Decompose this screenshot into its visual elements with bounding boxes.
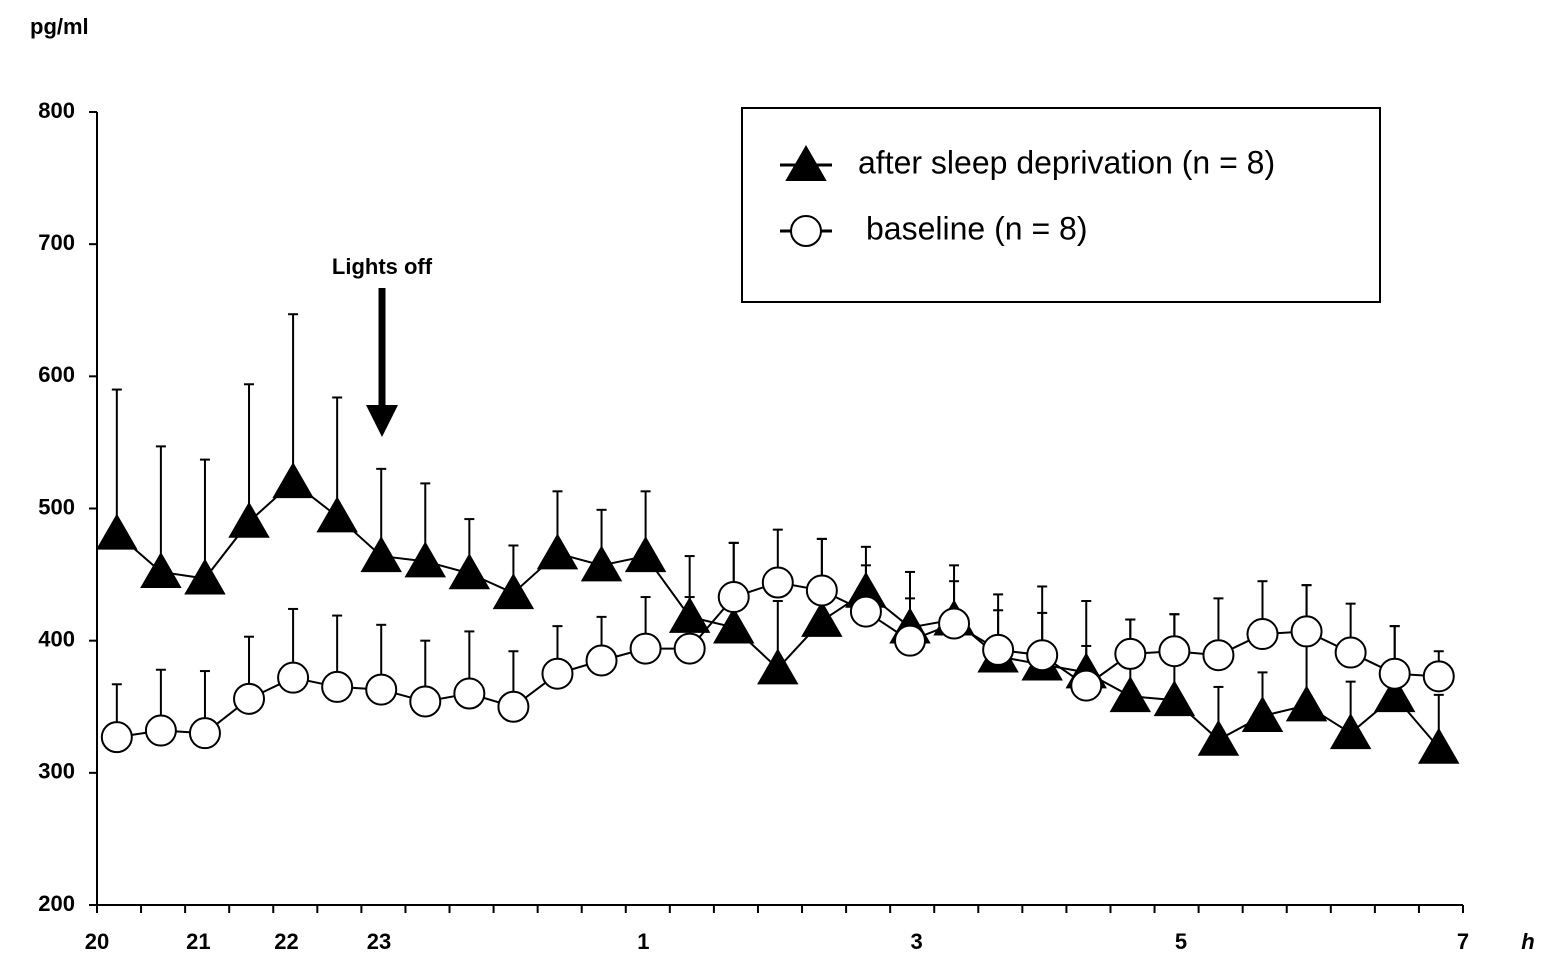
point bbox=[849, 595, 882, 628]
point bbox=[1378, 657, 1411, 690]
point bbox=[144, 714, 177, 747]
point bbox=[580, 545, 623, 582]
point bbox=[938, 607, 971, 640]
point bbox=[96, 513, 138, 550]
x-tick-label: 23 bbox=[367, 929, 391, 954]
point bbox=[624, 536, 667, 573]
point bbox=[805, 574, 838, 607]
x-tick-label: 20 bbox=[85, 929, 109, 954]
y-tick-label: 600 bbox=[38, 362, 75, 387]
point bbox=[1153, 680, 1196, 717]
point bbox=[982, 633, 1015, 666]
point bbox=[321, 670, 354, 703]
point bbox=[585, 644, 618, 677]
point bbox=[1241, 695, 1284, 733]
point bbox=[1197, 719, 1240, 756]
point bbox=[140, 551, 182, 588]
point bbox=[1246, 618, 1279, 651]
point bbox=[233, 682, 266, 715]
x-tick-label: 7 bbox=[1457, 929, 1469, 954]
x-axis-label: h bbox=[1521, 929, 1534, 954]
y-axis-label: pg/ml bbox=[30, 14, 89, 39]
point bbox=[360, 536, 402, 573]
point bbox=[1158, 635, 1191, 668]
x-tick-label: 5 bbox=[1175, 929, 1187, 954]
point bbox=[277, 661, 310, 694]
x-tick-label: 22 bbox=[274, 929, 298, 954]
point bbox=[757, 648, 799, 685]
point bbox=[453, 677, 486, 710]
point bbox=[228, 501, 270, 538]
y-tick-label: 400 bbox=[38, 626, 75, 651]
point bbox=[1334, 636, 1367, 669]
point bbox=[1418, 727, 1460, 764]
point bbox=[404, 541, 447, 578]
legend-label: after sleep deprivation (n = 8) bbox=[858, 144, 1275, 180]
legend-label: baseline (n = 8) bbox=[866, 210, 1087, 246]
point bbox=[629, 632, 662, 665]
legend-marker bbox=[790, 215, 822, 247]
x-tick-label: 1 bbox=[637, 929, 649, 954]
point bbox=[893, 624, 926, 657]
point bbox=[801, 600, 843, 637]
point bbox=[673, 632, 706, 665]
point bbox=[1329, 713, 1372, 750]
point bbox=[448, 553, 491, 590]
point bbox=[272, 462, 314, 499]
point bbox=[1114, 637, 1147, 670]
annotation: Lights off bbox=[332, 254, 433, 279]
point bbox=[1070, 669, 1103, 702]
point bbox=[1290, 615, 1323, 648]
point bbox=[492, 573, 535, 610]
point bbox=[1026, 639, 1059, 672]
point bbox=[717, 581, 750, 614]
point bbox=[541, 657, 574, 690]
point bbox=[761, 566, 794, 599]
point bbox=[100, 721, 133, 754]
y-tick-label: 800 bbox=[38, 98, 75, 123]
point bbox=[713, 607, 755, 644]
legend-box bbox=[741, 107, 1381, 303]
y-tick-label: 300 bbox=[38, 759, 75, 784]
x-tick-label: 21 bbox=[186, 929, 210, 954]
point bbox=[1285, 685, 1328, 722]
point bbox=[365, 673, 398, 706]
point bbox=[536, 533, 579, 570]
point bbox=[188, 717, 221, 750]
y-tick-label: 200 bbox=[38, 891, 75, 916]
point bbox=[497, 690, 530, 723]
legend-marker bbox=[785, 144, 827, 181]
point bbox=[1109, 676, 1152, 713]
point bbox=[1422, 660, 1455, 693]
point bbox=[1373, 676, 1416, 713]
point bbox=[184, 558, 226, 595]
x-tick-label: 3 bbox=[910, 929, 922, 954]
point bbox=[409, 685, 442, 718]
y-tick-label: 500 bbox=[38, 494, 75, 519]
point bbox=[1202, 639, 1235, 672]
point bbox=[668, 596, 711, 633]
point bbox=[316, 496, 358, 533]
arrow-head bbox=[366, 405, 398, 437]
y-tick-label: 700 bbox=[38, 230, 75, 255]
